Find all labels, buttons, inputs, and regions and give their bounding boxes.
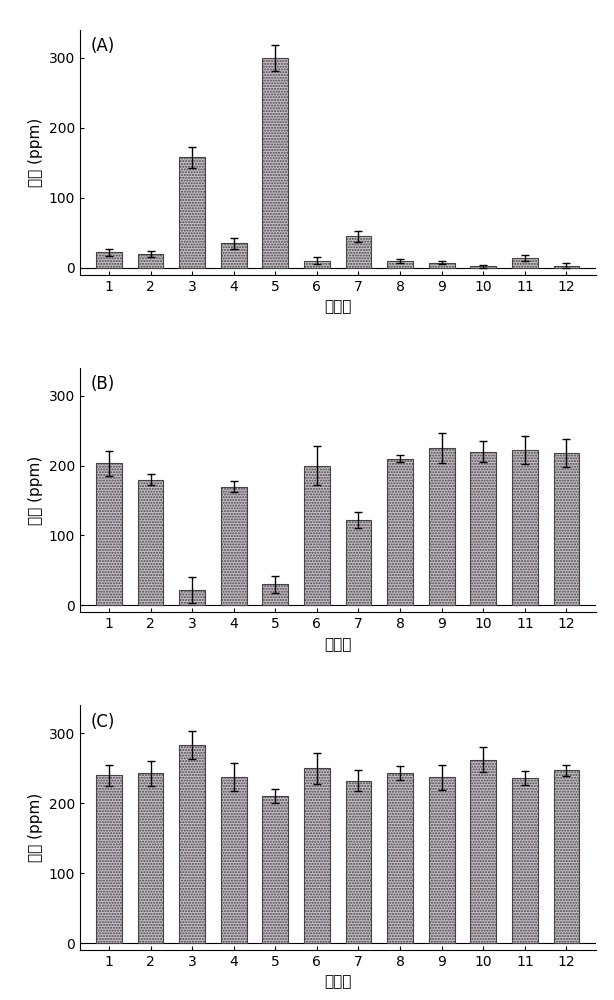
Bar	[387, 261, 413, 268]
Bar	[262, 584, 288, 605]
Bar	[221, 777, 247, 943]
Bar	[387, 773, 413, 943]
Bar	[221, 487, 247, 605]
Bar	[262, 58, 288, 268]
Bar	[179, 590, 205, 605]
Bar	[554, 453, 580, 605]
Bar	[512, 258, 538, 268]
Bar	[470, 452, 496, 605]
X-axis label: 化合物: 化合物	[324, 637, 351, 652]
Bar	[387, 261, 413, 268]
Bar	[387, 773, 413, 943]
Bar	[512, 450, 538, 605]
Bar	[554, 770, 580, 943]
Bar	[179, 157, 205, 268]
Y-axis label: 响应 (ppm): 响应 (ppm)	[28, 793, 43, 862]
Bar	[304, 768, 330, 943]
Bar	[96, 775, 122, 943]
Bar	[262, 58, 288, 268]
Bar	[221, 243, 247, 268]
Bar	[221, 777, 247, 943]
X-axis label: 化合物: 化合物	[324, 974, 351, 989]
Bar	[554, 266, 580, 268]
Bar	[346, 781, 371, 943]
Bar	[138, 480, 163, 605]
Bar	[429, 777, 454, 943]
Bar	[179, 745, 205, 943]
Bar	[304, 261, 330, 268]
Bar	[429, 263, 454, 268]
Bar	[138, 773, 163, 943]
Bar	[346, 236, 371, 268]
Bar	[179, 745, 205, 943]
Bar	[96, 775, 122, 943]
Bar	[138, 254, 163, 268]
Bar	[346, 520, 371, 605]
Bar	[96, 463, 122, 605]
Bar	[346, 781, 371, 943]
Bar	[138, 480, 163, 605]
Text: (C): (C)	[90, 713, 114, 731]
Bar	[512, 450, 538, 605]
Bar	[470, 266, 496, 268]
Bar	[512, 258, 538, 268]
Bar	[470, 760, 496, 943]
Bar	[262, 796, 288, 943]
Bar	[554, 453, 580, 605]
Bar	[304, 466, 330, 605]
Bar	[96, 463, 122, 605]
Bar	[96, 252, 122, 268]
Bar	[262, 584, 288, 605]
Bar	[138, 254, 163, 268]
Bar	[346, 520, 371, 605]
Bar	[554, 770, 580, 943]
Bar	[470, 760, 496, 943]
Bar	[221, 487, 247, 605]
Bar	[346, 236, 371, 268]
Bar	[512, 778, 538, 943]
Bar	[304, 768, 330, 943]
Bar	[429, 448, 454, 605]
Bar	[429, 777, 454, 943]
Bar	[304, 466, 330, 605]
Bar	[470, 452, 496, 605]
Bar	[387, 459, 413, 605]
Text: (A): (A)	[90, 37, 114, 55]
Y-axis label: 响应 (ppm): 响应 (ppm)	[28, 455, 43, 525]
Bar	[470, 266, 496, 268]
Bar	[96, 252, 122, 268]
Bar	[429, 448, 454, 605]
Y-axis label: 响应 (ppm): 响应 (ppm)	[28, 118, 43, 187]
Bar	[262, 796, 288, 943]
Bar	[304, 261, 330, 268]
Bar	[179, 157, 205, 268]
X-axis label: 化合物: 化合物	[324, 299, 351, 314]
Bar	[221, 243, 247, 268]
Text: (B): (B)	[90, 375, 114, 393]
Bar	[387, 459, 413, 605]
Bar	[179, 590, 205, 605]
Bar	[429, 263, 454, 268]
Bar	[138, 773, 163, 943]
Bar	[554, 266, 580, 268]
Bar	[512, 778, 538, 943]
